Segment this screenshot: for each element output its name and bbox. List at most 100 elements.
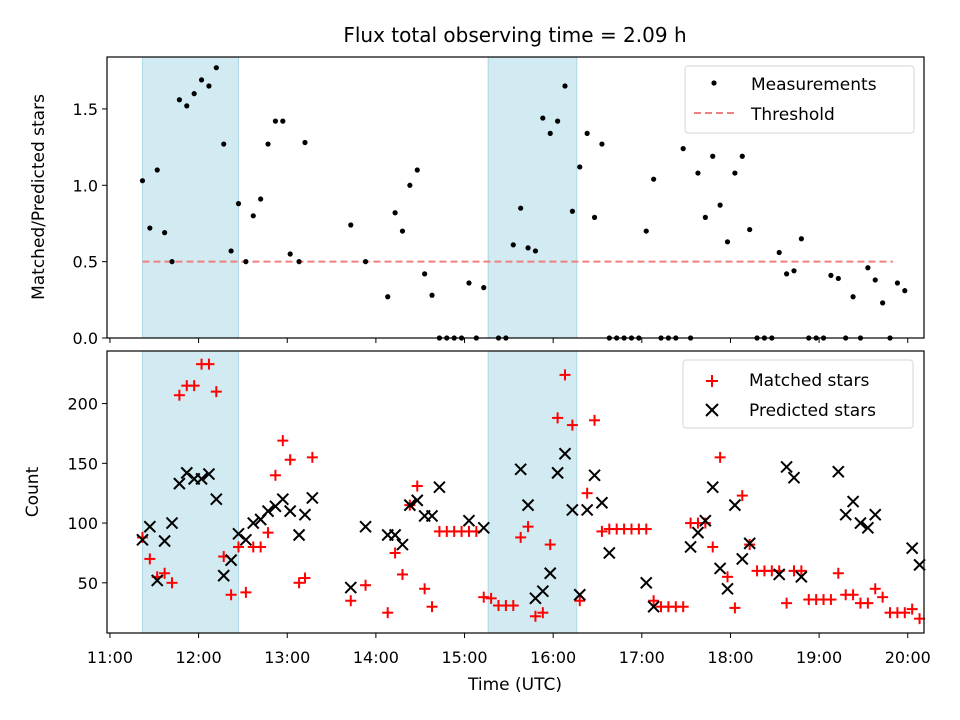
matched-star-point (862, 597, 874, 609)
predicted-star-point (558, 447, 572, 460)
legend-marker-measurements (711, 80, 717, 86)
predicted-star-point (261, 504, 275, 518)
predicted-star-point (905, 541, 919, 555)
measurement-point (739, 153, 745, 159)
predicted-star-point (580, 503, 594, 517)
predicted-star-point (143, 520, 157, 533)
predicted-star-point (433, 481, 446, 494)
measurement-point (287, 251, 293, 257)
predicted-star-point (743, 537, 756, 550)
matched-star-point (188, 380, 200, 392)
x-axis-label: Time (UTC) (467, 675, 562, 695)
x-tick-label: 15:00 (441, 648, 487, 667)
predicted-star-point (276, 492, 290, 506)
matched-star-point (529, 610, 541, 622)
observing-window-band (141, 56, 239, 339)
predicted-star-point (595, 496, 609, 509)
legend-label-measurements: Measurements (751, 75, 877, 95)
predicted-star-point (603, 546, 616, 560)
matched-star-point (396, 568, 408, 580)
matched-star-point (284, 454, 296, 466)
predicted-star-point (217, 569, 230, 582)
measurement-point (213, 65, 219, 71)
observing-window-band (487, 56, 578, 339)
x-tick-label: 11:00 (87, 648, 133, 667)
predicted-star-point (684, 540, 697, 554)
x-tick-label: 17:00 (619, 648, 665, 667)
x-tick-label: 18:00 (707, 648, 753, 667)
predicted-star-point (210, 492, 223, 506)
x-tick-label: 19:00 (796, 648, 842, 667)
measurement-point (392, 210, 398, 216)
predicted-star-point (411, 494, 424, 507)
top-panel: 0.0 0.5 1.0 1.5 Matched/Predicted stars Mea… (29, 56, 925, 348)
predicted-star-point (647, 600, 660, 613)
matched-star-point (581, 487, 593, 499)
measurement-point (348, 222, 354, 228)
measurement-point (532, 248, 539, 254)
predicted-star-point (846, 495, 860, 508)
matched-star-point (173, 389, 185, 401)
matched-star-point (345, 595, 357, 607)
matched-star-point (729, 602, 741, 614)
measurement-point (280, 118, 286, 124)
matched-star-point (269, 469, 281, 481)
measurement-point (510, 242, 516, 248)
matched-star-point (832, 567, 844, 579)
measurement-point (828, 272, 834, 278)
measurement-point (154, 167, 160, 173)
measurement-point (710, 153, 716, 159)
measurement-point (584, 130, 590, 136)
predicted-star-point (736, 552, 749, 566)
matched-star-point (299, 572, 311, 584)
measurement-point (835, 275, 841, 282)
measurement-point (717, 202, 723, 208)
measurement-point (850, 294, 856, 300)
x-tick-label: 16:00 (530, 648, 576, 667)
matched-star-point (522, 521, 534, 533)
y-tick-label: 1.5 (73, 100, 98, 119)
matched-star-point (714, 451, 726, 463)
matched-star-point (722, 571, 734, 583)
measurement-point (235, 201, 242, 207)
predicted-star-point (136, 533, 149, 547)
y-tick-label: 0.5 (73, 253, 98, 272)
predicted-star-point (839, 508, 852, 521)
matched-star-point (507, 600, 519, 612)
measurement-point (724, 239, 731, 245)
measurement-point (880, 300, 886, 306)
matched-star-point (544, 539, 556, 551)
matched-star-point (225, 589, 237, 601)
predicted-star-point (396, 538, 409, 551)
matched-star-point (736, 490, 748, 502)
measurement-point (569, 208, 575, 214)
measurement-point (184, 103, 190, 109)
measurement-point (250, 213, 256, 219)
predicted-stars-points (136, 447, 926, 613)
y-tick-label: 50 (78, 574, 98, 593)
y-tick-label: 150 (67, 454, 98, 473)
measurement-point (296, 259, 302, 265)
predicted-star-point (780, 460, 793, 474)
bottom-legend: Matched stars Predicted stars (682, 359, 914, 429)
measurement-point (591, 214, 598, 220)
matched-star-point (914, 613, 926, 625)
top-legend: Measurements Threshold (684, 65, 915, 134)
measurement-point (362, 259, 369, 265)
predicted-star-point (566, 503, 579, 517)
measurement-point (228, 248, 234, 254)
y-tick-label: 200 (67, 395, 98, 414)
predicted-star-point (551, 466, 564, 480)
predicted-star-point (306, 491, 319, 505)
predicted-star-point (521, 498, 535, 512)
measurement-point (191, 91, 197, 97)
measurement-point (902, 288, 908, 294)
matched-star-point (707, 541, 719, 553)
matched-star-point (640, 523, 652, 535)
top-y-axis-label: Matched/Predicted stars (29, 94, 49, 300)
bottom-observing-windows (141, 350, 578, 634)
legend-label-predicted: Predicted stars (749, 401, 876, 421)
matched-star-point (389, 547, 401, 559)
predicted-star-point (344, 581, 357, 594)
predicted-star-point (869, 508, 882, 521)
